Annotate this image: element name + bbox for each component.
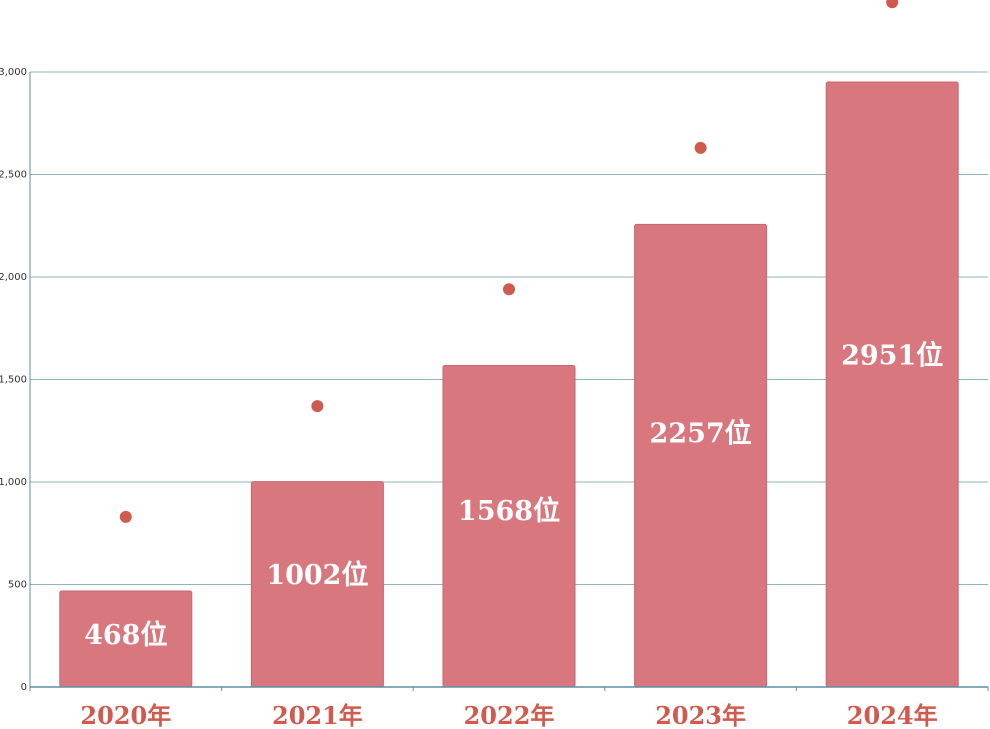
bar-data-labels: 468位 1002位 1568位 2257位 2951位: [84, 339, 943, 651]
bar-data-label: 468位: [84, 619, 167, 651]
category-label: 2024年: [847, 701, 938, 729]
marker-point: [886, 0, 899, 9]
marker-point: [311, 400, 324, 413]
y-tick-label: 2,000: [0, 272, 27, 283]
bar-data-label: 2951位: [841, 339, 943, 371]
x-axis-category-labels: 2020年 2021年 2022年 2023年 2024年: [80, 701, 937, 729]
markers: [119, 0, 899, 523]
category-label: 2023年: [655, 701, 746, 729]
y-tick-label: 1,000: [0, 477, 27, 488]
category-label: 2022年: [464, 701, 555, 729]
y-tick-label: 3,000: [0, 67, 27, 78]
y-axis-tick-labels: 0 500 1,000 1,500 2,000 2,500 3,000: [0, 67, 27, 693]
bar-data-label: 1002位: [266, 559, 368, 591]
y-tick-label: 500: [8, 580, 27, 591]
bar: [634, 223, 768, 688]
x-axis: [29, 72, 989, 691]
bars: [59, 81, 959, 688]
marker-point: [503, 283, 515, 296]
y-tick-label: 0: [21, 682, 27, 693]
marker-point: [119, 510, 132, 523]
y-tick-label: 1,500: [0, 375, 27, 386]
marker-point: [694, 141, 707, 154]
bar: [825, 81, 959, 688]
category-label: 2020年: [80, 701, 171, 729]
bar-data-label: 1568位: [458, 495, 560, 527]
category-label: 2021年: [272, 701, 363, 729]
bar-data-label: 2257位: [650, 418, 752, 450]
y-tick-label: 2,500: [0, 170, 27, 181]
